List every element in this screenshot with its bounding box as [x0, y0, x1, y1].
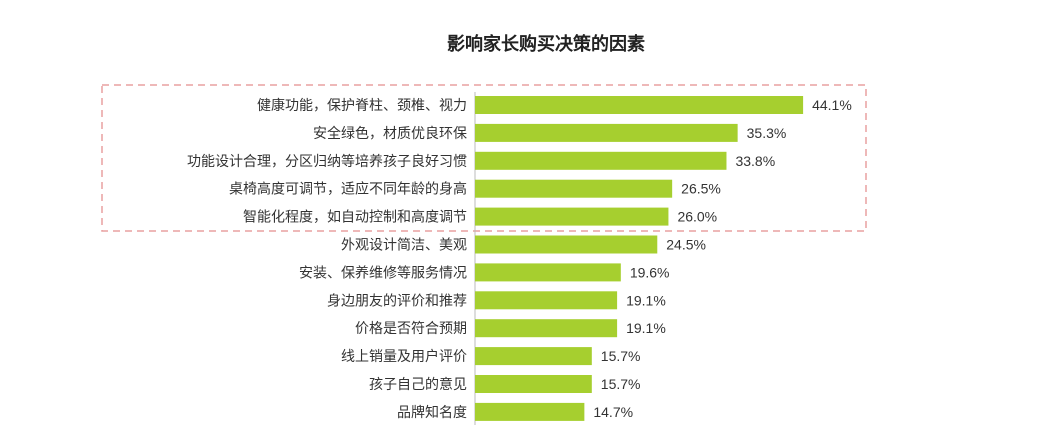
category-label: 品牌知名度: [397, 404, 467, 421]
bar: [475, 263, 621, 282]
value-label: 26.0%: [677, 209, 717, 225]
category-label: 安全绿色，材质优良环保: [313, 125, 467, 142]
value-label: 19.6%: [630, 264, 670, 280]
category-label: 线上销量及用户评价: [341, 348, 467, 365]
bar: [475, 207, 669, 226]
category-label: 智能化程度，如自动控制和高度调节: [243, 209, 467, 226]
value-label: 24.5%: [666, 237, 706, 253]
bar: [475, 179, 673, 198]
bar: [475, 347, 592, 366]
value-label: 15.7%: [601, 348, 641, 364]
bar: [475, 291, 618, 310]
value-label: 44.1%: [812, 97, 852, 113]
bar: [475, 375, 592, 393]
bar: [475, 96, 804, 114]
category-label: 功能设计合理，分区归纳等培养孩子良好习惯: [187, 153, 467, 170]
value-label: 19.1%: [626, 292, 666, 308]
bar: [475, 319, 618, 338]
category-label: 孩子自己的意见: [369, 376, 467, 393]
value-label: 14.7%: [593, 404, 633, 420]
bar: [475, 123, 738, 142]
chart-title: 影响家长购买决策的因素: [447, 33, 645, 55]
category-label: 身边朋友的评价和推荐: [327, 293, 467, 309]
category-label: 健康功能，保护脊柱、颈椎、视力: [257, 97, 467, 114]
value-label: 15.7%: [601, 376, 641, 392]
highlight-box: [101, 84, 867, 232]
bars-group: 健康功能，保护脊柱、颈椎、视力 44.1% 安全绿色，材质优良环保 35.3% 功能设计…: [187, 96, 852, 421]
bar: [475, 151, 727, 170]
value-label: 26.5%: [681, 181, 721, 197]
value-label: 35.3%: [747, 125, 787, 141]
value-label: 19.1%: [626, 320, 666, 336]
category-label: 外观设计简洁、美观: [341, 237, 467, 254]
value-label: 33.8%: [735, 153, 775, 169]
category-label: 安装、保养维修等服务情况: [299, 264, 467, 281]
category-label: 桌椅高度可调节，适应不同年龄的身高: [229, 181, 467, 198]
bar: [475, 402, 585, 421]
category-label: 价格是否符合预期: [355, 321, 467, 337]
bar: [475, 235, 658, 254]
